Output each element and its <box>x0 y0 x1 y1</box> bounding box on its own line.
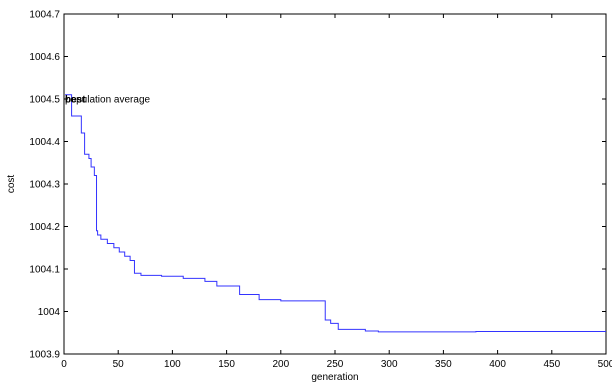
y-axis-title: cost <box>6 175 17 194</box>
y-tick-label: 1004.1 <box>29 265 60 276</box>
y-tick-label: 1004.5 <box>29 95 60 106</box>
x-tick-label: 100 <box>164 359 181 370</box>
annotation-best: best <box>65 95 86 106</box>
x-tick-label: 50 <box>113 359 125 370</box>
y-axis: 1003.9 1004 1004.1 1004.2 1004.3 1004.4 1004.5… <box>29 10 606 361</box>
x-tick-label: 450 <box>543 359 560 370</box>
y-tick-label: 1004.7 <box>29 10 60 21</box>
x-tick-label: 350 <box>435 359 452 370</box>
x-tick-label: 150 <box>218 359 235 370</box>
x-tick-label: 500 <box>598 359 612 370</box>
y-tick-label: 1004 <box>38 307 61 318</box>
y-tick-label: 1004.4 <box>29 137 60 148</box>
y-tick-label: 1003.9 <box>29 350 60 361</box>
series-line-best-cost <box>65 94 606 333</box>
annotation-population-average: population average <box>65 95 151 106</box>
x-axis-title: generation <box>311 372 358 383</box>
y-tick-label: 1004.6 <box>29 52 60 63</box>
y-tick-label: 1004.2 <box>29 222 60 233</box>
plot-area <box>63 13 607 355</box>
x-tick-label: 400 <box>489 359 506 370</box>
x-tick-label: 250 <box>327 359 344 370</box>
series-layer <box>65 94 606 333</box>
x-tick-label: 300 <box>381 359 398 370</box>
x-axis: 0 50 100 150 200 250 300 350 400 450 500 <box>61 14 612 370</box>
x-tick-label: 0 <box>61 359 67 370</box>
y-tick-label: 1004.3 <box>29 180 60 191</box>
x-tick-label: 200 <box>272 359 289 370</box>
